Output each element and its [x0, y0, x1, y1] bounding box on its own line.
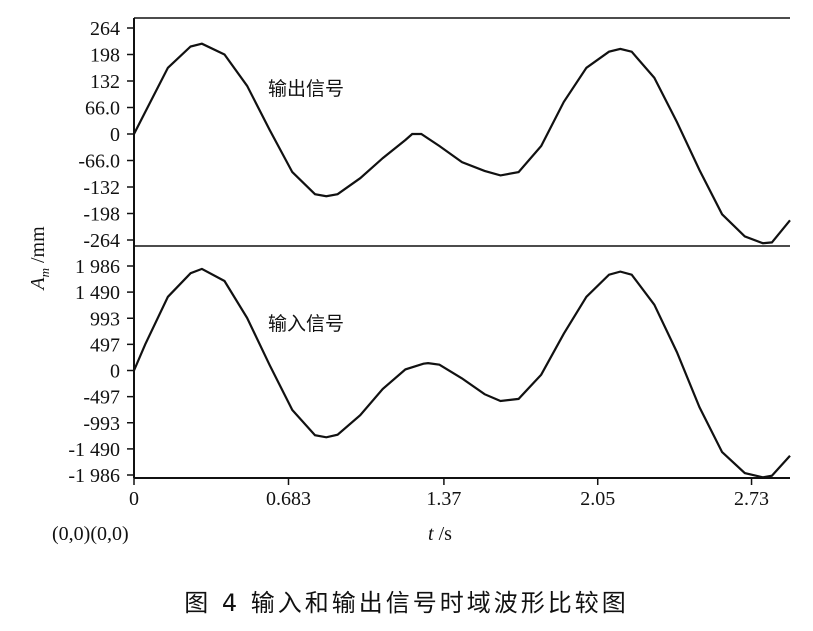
y-tick-label: -132 [83, 177, 120, 199]
x-axis-ticks: 0 0.683 1.37 2.05 2.73 [129, 478, 769, 510]
output-signal-line [133, 42, 791, 245]
y-tick-label: -993 [83, 413, 120, 435]
y-tick-label: 0 [110, 361, 120, 383]
bottom-panel-ticks: 1 986 1 490 993 497 0 -497 -993 -1 490 -1 986 [68, 256, 134, 487]
figure-caption: 图 4 输入和输出信号时域波形比较图 [184, 589, 629, 617]
y-tick-label: -1 490 [68, 439, 120, 461]
x-tick-label: 2.73 [734, 488, 769, 510]
y-tick-label: -198 [83, 204, 120, 226]
y-tick-label: 264 [90, 18, 120, 40]
y-tick-label: 1 986 [75, 256, 120, 278]
chart-area: 264 198 132 66.0 0 -66.0 -132 -198 -264 1 986 1 4… [27, 17, 791, 545]
y-tick-label: 993 [90, 308, 120, 330]
y-tick-label: -264 [83, 230, 120, 252]
y-tick-label: -66.0 [78, 151, 120, 173]
y-axis-label: Am /mm [27, 226, 52, 292]
x-tick-label: 0 [129, 488, 139, 510]
y-tick-label: 66.0 [85, 98, 120, 120]
x-tick-label: 0.683 [266, 488, 311, 510]
output-signal-label: 输出信号 [268, 78, 344, 100]
origin-note: (0,0)(0,0) [52, 523, 129, 545]
y-tick-label: 0 [110, 124, 120, 146]
top-panel-ticks: 264 198 132 66.0 0 -66.0 -132 -198 -264 [78, 18, 134, 252]
y-tick-label: 1 490 [75, 282, 120, 304]
input-signal-line [132, 267, 791, 479]
y-tick-label: 497 [90, 334, 120, 356]
y-tick-label: -497 [83, 387, 120, 409]
y-tick-label: 132 [90, 71, 120, 93]
y-tick-label: 198 [90, 45, 120, 67]
y-tick-label: -1 986 [68, 465, 120, 487]
input-signal-label: 输入信号 [268, 313, 344, 335]
x-tick-label: 1.37 [426, 488, 461, 510]
x-axis-label: t /s [428, 523, 452, 545]
x-tick-label: 2.05 [580, 488, 615, 510]
